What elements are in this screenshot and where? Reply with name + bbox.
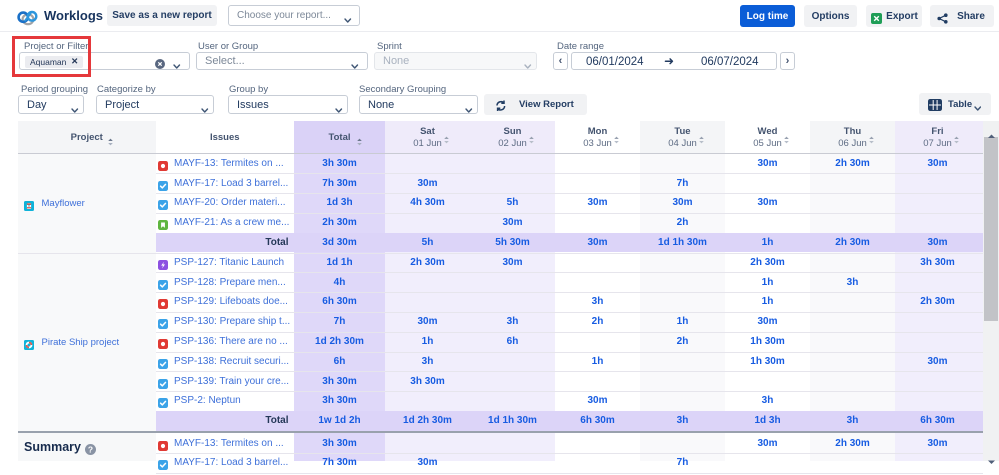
svg-text:?: ?: [87, 444, 92, 454]
